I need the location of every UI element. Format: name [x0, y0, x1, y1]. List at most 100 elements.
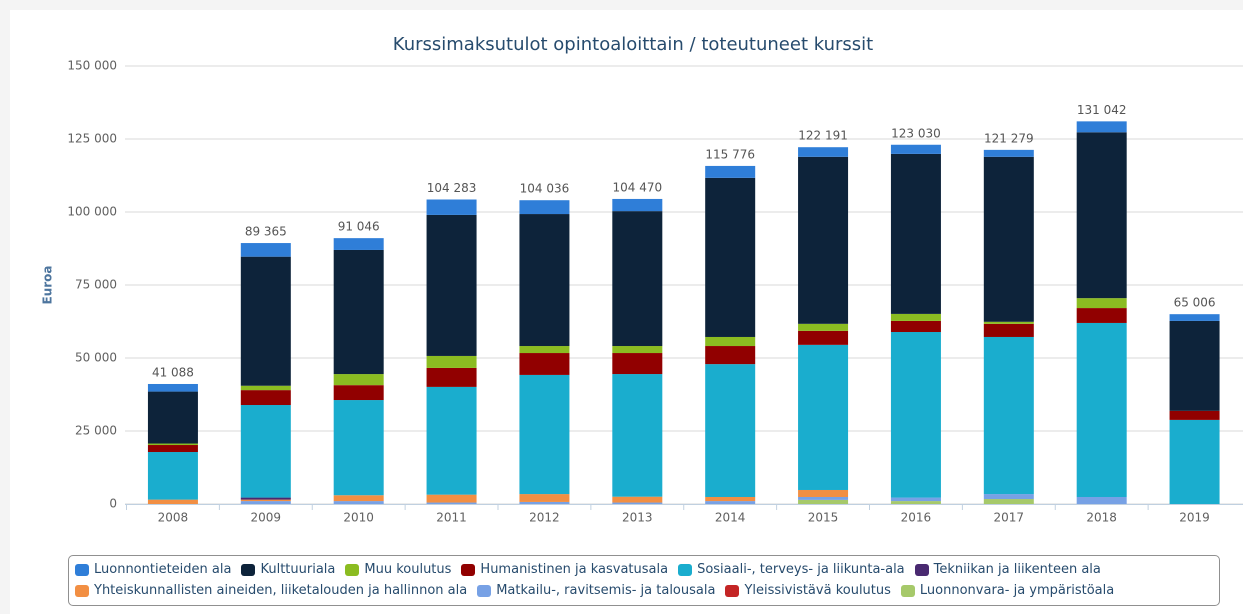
legend-item[interactable]: Yleissivistävä koulutus — [725, 583, 891, 598]
legend-item[interactable]: Matkailu-, ravitsemis- ja talousala — [477, 583, 715, 598]
legend-label: Humanistinen ja kasvatusala — [480, 562, 669, 577]
legend-swatch — [75, 584, 89, 597]
bar-segment — [147, 499, 198, 504]
legend-label: Matkailu-, ravitsemis- ja talousala — [496, 583, 716, 598]
legend-swatch — [725, 584, 740, 597]
total-label: 131 042 — [1077, 103, 1127, 117]
bar-segment — [240, 497, 291, 500]
x-tick-label: 2013 — [622, 511, 653, 525]
legend-swatch — [914, 563, 929, 576]
legend-label: Yleissivistävä koulutus — [744, 583, 891, 598]
bar-segment — [612, 496, 663, 503]
legend-label: Luonnontieteiden ala — [94, 562, 232, 577]
legend-item[interactable]: Muu koulutus — [345, 562, 451, 577]
total-label: 91 046 — [338, 220, 380, 234]
y-tick-label: 100 000 — [67, 205, 117, 219]
legend-swatch — [461, 563, 476, 576]
bar-segment — [798, 330, 849, 345]
bar-segment — [612, 198, 663, 212]
total-label: 65 006 — [1174, 296, 1216, 310]
bar-segment — [1076, 121, 1127, 133]
legend-label: Tekniikan ja liikenteen ala — [933, 562, 1101, 577]
legend-item[interactable]: Humanistinen ja kasvatusala — [461, 562, 668, 577]
x-tick-label: 2018 — [1086, 511, 1117, 525]
bar-segment — [890, 320, 941, 333]
bar-segment — [705, 496, 756, 502]
bar-segment — [890, 313, 941, 321]
total-label: 123 030 — [891, 126, 941, 140]
bar-segment — [333, 400, 384, 496]
legend-item[interactable]: Sosiaali-, terveys- ja liikunta-ala — [678, 562, 905, 577]
bar-segment — [333, 385, 384, 401]
bar-segment — [426, 494, 477, 503]
legend-row: Yhteiskunnallisten aineiden, liiketaloud… — [75, 580, 1213, 601]
bar-segment — [890, 144, 941, 154]
total-label: 121 279 — [984, 131, 1034, 145]
bar-segment — [983, 499, 1034, 504]
bar-segment — [983, 336, 1034, 495]
legend-swatch — [345, 563, 360, 576]
bar-segment — [147, 391, 198, 444]
bar-segment — [333, 238, 384, 250]
bar-segment — [426, 214, 477, 356]
bar-segment — [612, 374, 663, 497]
bar-segment — [705, 336, 756, 347]
bar-segment — [798, 496, 849, 500]
total-label: 104 036 — [520, 182, 570, 196]
bar-segment — [983, 321, 1034, 324]
legend-label: Yhteiskunnallisten aineiden, liiketaloud… — [94, 583, 468, 598]
bar-segment — [798, 147, 849, 157]
bar-segment — [426, 367, 477, 387]
bar-segment — [426, 199, 477, 215]
bar-segment — [890, 497, 941, 502]
chart: Kurssimaksutulot opintoaloittain / toteu… — [41, 34, 1243, 525]
bar-segment — [333, 495, 384, 502]
x-tick-label: 2012 — [529, 511, 560, 525]
total-label: 104 470 — [613, 180, 663, 194]
bar-segment — [705, 501, 756, 504]
legend-item[interactable]: Yhteiskunnallisten aineiden, liiketaloud… — [75, 583, 467, 598]
bar-segment — [1076, 496, 1127, 504]
bar-segment — [333, 501, 384, 504]
bar-segment — [426, 386, 477, 495]
bar-segment — [519, 346, 570, 354]
y-tick-label: 125 000 — [67, 132, 117, 146]
bar-segment — [147, 443, 198, 446]
legend-label: Luonnonvara- ja ympäristöala — [919, 583, 1115, 598]
legend-item[interactable]: Kulttuuriala — [241, 562, 335, 577]
bar-segment — [1076, 132, 1127, 299]
bar-segment — [240, 243, 291, 257]
y-axis-label: Euroa — [41, 266, 55, 305]
bar-segment — [705, 177, 756, 337]
legend-item[interactable]: Tekniikan ja liikenteen ala — [914, 562, 1101, 577]
chart-title: Kurssimaksutulot opintoaloittain / toteu… — [393, 34, 873, 55]
legend-item[interactable]: Luonnonvara- ja ympäristöala — [900, 583, 1115, 598]
bar-segment — [240, 385, 291, 391]
bar-segment — [798, 156, 849, 324]
bar-segment — [798, 489, 849, 497]
bar-segment — [333, 249, 384, 375]
bar-segment — [612, 346, 663, 354]
x-tick-label: 2009 — [251, 511, 282, 525]
bar-segment — [147, 383, 198, 392]
bar-segment — [519, 214, 570, 347]
card: Kurssimaksutulot opintoaloittain / toteu… — [10, 10, 1243, 614]
bar-segment — [240, 501, 291, 504]
y-tick-label: 75 000 — [75, 278, 117, 292]
bar-segment — [705, 364, 756, 497]
bar-segment — [333, 374, 384, 386]
bar-segment — [798, 344, 849, 490]
legend-item[interactable]: Luonnontieteiden ala — [75, 562, 231, 577]
bar-segment — [1169, 320, 1220, 411]
bar-segment — [705, 165, 756, 178]
legend-swatch — [900, 584, 915, 597]
y-tick-label: 50 000 — [75, 351, 117, 365]
bar-segment — [519, 374, 570, 495]
x-tick-label: 2019 — [1179, 511, 1210, 525]
total-label: 104 283 — [427, 181, 477, 195]
bar-segment — [519, 501, 570, 504]
total-label: 41 088 — [152, 365, 194, 379]
bar-segment — [983, 494, 1034, 500]
bar-segment — [519, 494, 570, 502]
bar-segment — [798, 323, 849, 331]
